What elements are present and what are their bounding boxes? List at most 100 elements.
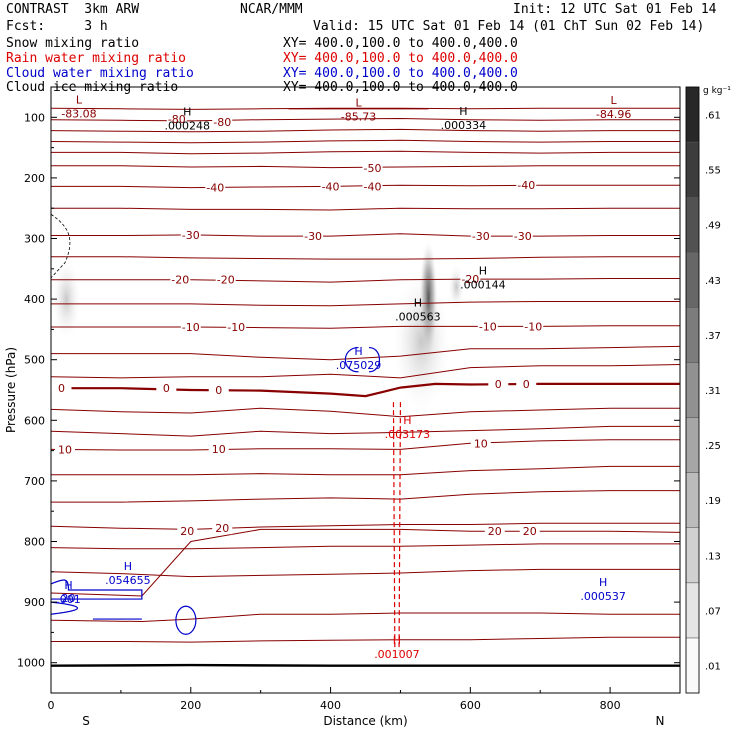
y-tick-label: 200 bbox=[24, 172, 45, 185]
temperature-label-bg bbox=[303, 230, 324, 243]
y-tick-label: 500 bbox=[24, 354, 45, 367]
temperature-label-bg bbox=[170, 273, 191, 286]
x-tick-label: 800 bbox=[600, 699, 621, 712]
extremum-value: .000248 bbox=[165, 120, 211, 133]
extremum-marker: H bbox=[599, 576, 607, 589]
extremum-marker: L bbox=[611, 94, 618, 107]
extremum-value: .000563 bbox=[395, 311, 441, 324]
extremum-value: .003173 bbox=[385, 428, 431, 441]
temperature-label: -10 bbox=[227, 321, 245, 334]
temperature-label: -80 bbox=[213, 116, 231, 129]
cloud-water-contour bbox=[175, 605, 197, 635]
x-tick-label: 600 bbox=[460, 699, 481, 712]
temperature-label: 0 bbox=[523, 378, 530, 391]
x-tick-label: 400 bbox=[320, 699, 341, 712]
center-label: NCAR/MMM bbox=[240, 2, 303, 17]
temperature-label: -10 bbox=[479, 320, 497, 333]
temperature-label: -20 bbox=[171, 274, 189, 287]
temperature-contour bbox=[51, 325, 680, 329]
temperature-label: -10 bbox=[524, 320, 542, 333]
extremum-marker: L bbox=[76, 94, 83, 107]
temperature-label-bg bbox=[166, 113, 187, 126]
small-label: 20 bbox=[61, 592, 75, 605]
colorbar-label: .55 bbox=[705, 166, 721, 177]
colorbar-swatch bbox=[685, 637, 700, 694]
extremum-value: .000334 bbox=[441, 119, 487, 132]
temperature-contour bbox=[51, 543, 680, 550]
temperature-label-bg bbox=[156, 382, 177, 395]
temperature-label: -30 bbox=[304, 230, 322, 243]
temperature-contour bbox=[51, 528, 680, 597]
colorbar-swatch bbox=[685, 472, 700, 528]
x-tick-label: 0 bbox=[48, 699, 55, 712]
extremum-value: .001007 bbox=[374, 648, 420, 661]
field-xy-snow: XY= 400.0,100.0 to 400.0,400.0 bbox=[283, 36, 518, 51]
temperature-contour bbox=[51, 568, 680, 578]
extremum-marker: H bbox=[479, 264, 487, 277]
forecast-hour: Fcst: 3 h bbox=[6, 19, 108, 34]
colorbar-label: .25 bbox=[705, 441, 721, 452]
temperature-contour bbox=[51, 439, 680, 451]
temperature-label: -30 bbox=[472, 230, 490, 243]
field-xy-cloud-water: XY= 400.0,100.0 to 400.0,400.0 bbox=[283, 66, 518, 81]
temperature-label: -50 bbox=[364, 162, 382, 175]
temperature-label: 20 bbox=[523, 525, 537, 538]
temperature-label-bg bbox=[320, 180, 341, 193]
temperature-label: 0 bbox=[163, 382, 170, 395]
y-tick-label: 300 bbox=[24, 233, 45, 246]
temperature-label-bg bbox=[362, 180, 383, 193]
colorbar-label: .49 bbox=[705, 221, 721, 232]
temperature-label-bg bbox=[470, 230, 491, 243]
extremum-marker: H bbox=[459, 105, 467, 118]
extremum-marker: H bbox=[183, 106, 191, 119]
temperature-label: 20 bbox=[180, 525, 194, 538]
temperature-label: -30 bbox=[514, 230, 532, 243]
y-tick-label: 1000 bbox=[17, 657, 45, 670]
colorbar-swatch bbox=[685, 86, 700, 143]
extremum-value: .001 bbox=[56, 593, 81, 606]
field-label-rain: Rain water mixing ratio bbox=[6, 51, 187, 66]
temperature-contour bbox=[51, 139, 680, 144]
temperature-label-bg bbox=[226, 320, 247, 333]
colorbar-swatch bbox=[685, 527, 700, 584]
colorbar-swatch bbox=[685, 141, 700, 198]
extremum-value: .000144 bbox=[460, 278, 506, 291]
x-axis-label: Distance (km) bbox=[323, 714, 407, 728]
extremum-marker: H bbox=[124, 560, 132, 573]
cloud-water-contour bbox=[51, 601, 142, 620]
temperature-contour bbox=[51, 128, 680, 133]
y-tick-label: 100 bbox=[24, 111, 45, 124]
temperature-label-bg bbox=[484, 525, 505, 538]
temperature-label: -40 bbox=[364, 180, 382, 193]
temperature-contour bbox=[51, 117, 680, 122]
colorbar-label: .61 bbox=[705, 111, 721, 122]
temperature-label-bg bbox=[362, 162, 383, 175]
temperature-label-bg bbox=[460, 273, 481, 286]
colorbar-swatch bbox=[685, 196, 700, 253]
temperature-label-bg bbox=[208, 384, 229, 396]
temperature-label: -80 bbox=[168, 113, 186, 126]
temperature-contour bbox=[51, 490, 680, 503]
south-label: S bbox=[82, 714, 90, 728]
temperature-label-bg bbox=[488, 377, 509, 390]
temperature-contour bbox=[51, 425, 680, 437]
temperature-label-bg bbox=[208, 442, 229, 455]
colorbar-label: .37 bbox=[705, 331, 721, 342]
temperature-label: -20 bbox=[217, 274, 235, 287]
temperature-contour bbox=[51, 382, 680, 398]
temperature-label: -20 bbox=[461, 273, 479, 286]
colorbar-label: .43 bbox=[705, 276, 721, 287]
colorbar-swatch bbox=[685, 417, 700, 473]
cloud-water-contour bbox=[344, 346, 381, 373]
x-tick-label: 200 bbox=[180, 699, 201, 712]
colorbar-units: g kg⁻¹ bbox=[703, 86, 731, 96]
temperature-label-bg bbox=[212, 116, 233, 129]
temperature-label: -30 bbox=[182, 229, 200, 242]
temperature-label: -40 bbox=[206, 182, 224, 195]
temperature-label: 20 bbox=[488, 525, 502, 538]
temperature-contour bbox=[51, 150, 680, 155]
temperature-label-bg bbox=[205, 181, 226, 194]
temperature-label-bg bbox=[177, 525, 198, 538]
temperature-label: 0 bbox=[58, 382, 65, 395]
y-tick-label: 700 bbox=[24, 475, 45, 488]
